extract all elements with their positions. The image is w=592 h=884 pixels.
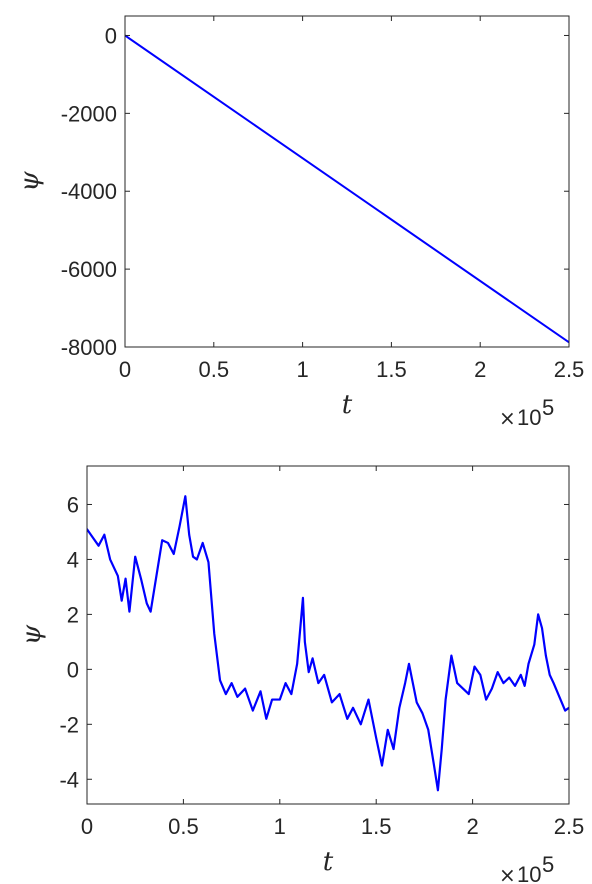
x-tick-label: 1 bbox=[274, 814, 286, 839]
x-tick-label: 2 bbox=[466, 814, 478, 839]
y-tick-label: 2 bbox=[67, 602, 79, 627]
x-multiplier-sign: × bbox=[499, 406, 516, 430]
series-line-0 bbox=[87, 495, 569, 792]
y-tick-label: 4 bbox=[67, 547, 79, 572]
y-tick-label: -4000 bbox=[61, 179, 117, 204]
y-tick-label: -8000 bbox=[61, 335, 117, 360]
x-tick-label: 2.5 bbox=[554, 357, 585, 382]
x-tick-label: 0 bbox=[119, 357, 131, 382]
x-multiplier-base: 10 bbox=[517, 405, 541, 430]
y-axis-label: ψ bbox=[15, 171, 45, 192]
x-tick-label: 1.5 bbox=[376, 357, 407, 382]
x-tick-label: 0.5 bbox=[168, 814, 199, 839]
y-tick-label: 0 bbox=[105, 23, 117, 48]
y-tick-label: 0 bbox=[67, 657, 79, 682]
axes-frame bbox=[124, 15, 570, 348]
x-axis-label: t bbox=[342, 390, 353, 420]
bottom-chart: 0 0.5 1 1.5 2 2.5 6 4 2 0 -2 -4 t ψ × 10 5 bbox=[17, 465, 585, 884]
y-tick-label: 6 bbox=[67, 492, 79, 517]
x-tick-label: 1 bbox=[296, 357, 308, 382]
y-tick-label: -2000 bbox=[61, 101, 117, 126]
x-tick-label: 2 bbox=[474, 357, 486, 382]
y-tick-label: -6000 bbox=[61, 257, 117, 282]
x-multiplier-exponent: 5 bbox=[542, 852, 554, 877]
top-chart: 0 0.5 1 1.5 2 2.5 0 -2000 -4000 -6000 -8000 t ψ × 10 5 bbox=[15, 15, 585, 430]
x-tick-label: 0 bbox=[81, 814, 93, 839]
x-tick-label: 0.5 bbox=[199, 357, 230, 382]
series-line-0 bbox=[125, 34, 569, 344]
x-multiplier-exponent: 5 bbox=[542, 395, 554, 420]
x-axis-label: t bbox=[323, 847, 334, 877]
x-multiplier-sign: × bbox=[499, 863, 516, 884]
y-axis-label: ψ bbox=[17, 624, 47, 645]
x-tick-label: 2.5 bbox=[554, 814, 585, 839]
axes-frame bbox=[86, 465, 570, 805]
x-multiplier-base: 10 bbox=[517, 862, 541, 884]
y-tick-label: -4 bbox=[59, 767, 79, 792]
y-tick-label: -2 bbox=[59, 712, 79, 737]
x-tick-label: 1.5 bbox=[361, 814, 392, 839]
